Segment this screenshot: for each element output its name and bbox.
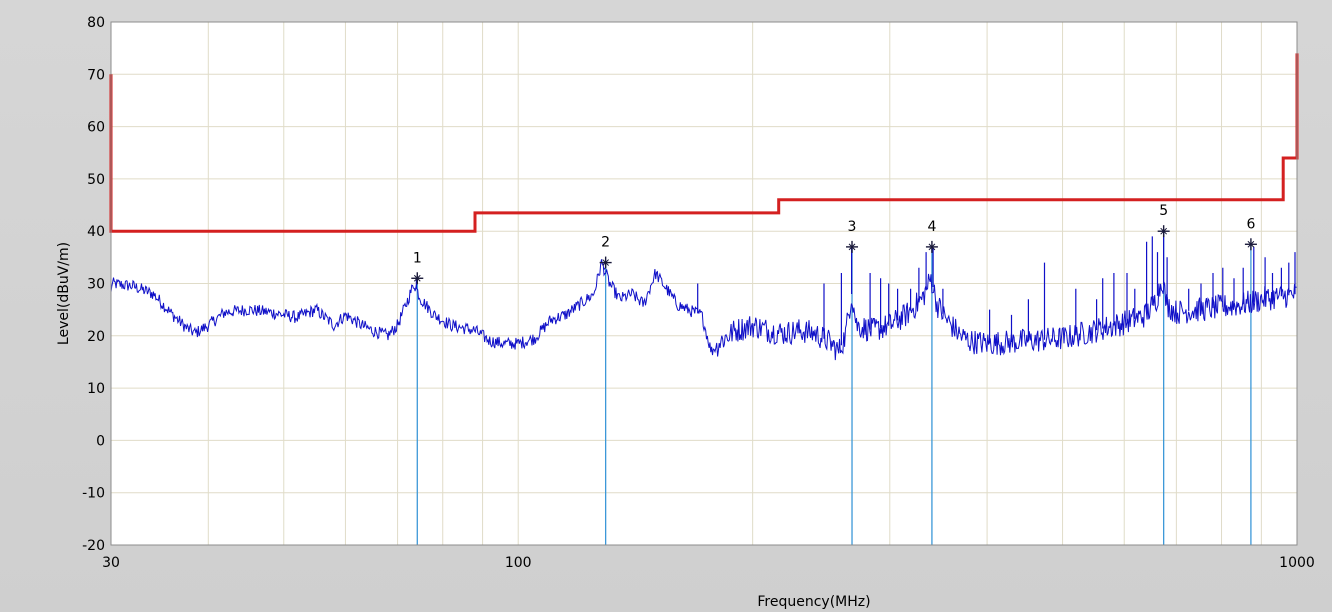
y-tick-label: 40 — [87, 224, 105, 240]
marker-4: 4 — [925, 219, 938, 253]
marker-label: 3 — [848, 219, 857, 235]
y-tick-labels: -20 -10 0 10 20 30 40 50 60 70 80 — [82, 15, 105, 554]
y-axis-label: Level(dBuV/m) — [56, 242, 72, 345]
y-tick-label: 70 — [87, 67, 105, 83]
marker-label: 1 — [413, 250, 422, 266]
x-tick-label: 30 — [102, 555, 120, 571]
marker-label: 6 — [1246, 216, 1255, 232]
x-tick-labels: 30 100 1000 — [102, 555, 1315, 571]
marker-5: 5 — [1157, 203, 1170, 238]
x-axis-label: Frequency(MHz) — [757, 594, 870, 610]
marker-6: 6 — [1244, 216, 1257, 251]
y-tick-label: -10 — [82, 486, 105, 502]
plot-border — [110, 21, 1298, 546]
y-tick-label: 30 — [87, 277, 105, 293]
y-tick-label: 80 — [87, 15, 105, 31]
marker-label: 4 — [927, 219, 936, 235]
measurement-trace — [110, 259, 1298, 361]
marker-label: 2 — [601, 235, 610, 251]
markers: 1 2 3 4 5 6 — [411, 203, 1257, 285]
y-tick-label: -20 — [82, 538, 105, 554]
y-tick-label: 50 — [87, 172, 105, 188]
y-tick-label: 10 — [87, 381, 105, 397]
marker-label: 5 — [1159, 203, 1168, 219]
marker-lines — [416, 231, 1252, 545]
marker-1: 1 — [411, 250, 424, 285]
x-tick-label: 100 — [505, 555, 532, 571]
marker-3: 3 — [846, 219, 859, 253]
y-tick-label: 20 — [87, 329, 105, 345]
y-tick-label: 60 — [87, 120, 105, 136]
marker-2: 2 — [599, 235, 612, 269]
trace-spikes — [415, 233, 1296, 346]
y-tick-label: 0 — [96, 433, 105, 449]
limit-line — [109, 53, 1299, 233]
x-tick-label: 1000 — [1279, 555, 1315, 571]
